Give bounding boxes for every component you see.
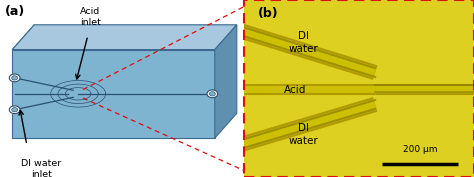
Polygon shape	[12, 25, 237, 50]
Text: Acid
inlet: Acid inlet	[80, 7, 101, 27]
Circle shape	[9, 106, 20, 114]
Text: 200 μm: 200 μm	[403, 145, 437, 154]
Circle shape	[210, 92, 215, 96]
Polygon shape	[215, 25, 237, 138]
Circle shape	[12, 76, 18, 80]
Circle shape	[207, 90, 218, 98]
Text: DI
water: DI water	[289, 123, 319, 146]
Circle shape	[9, 74, 20, 82]
Text: DI water
inlet: DI water inlet	[21, 159, 62, 177]
Polygon shape	[12, 50, 215, 138]
Text: Acid: Acid	[283, 85, 306, 95]
Text: DI
water: DI water	[289, 31, 319, 54]
Circle shape	[12, 108, 18, 112]
Text: (a): (a)	[5, 5, 25, 18]
Text: (b): (b)	[258, 7, 279, 20]
